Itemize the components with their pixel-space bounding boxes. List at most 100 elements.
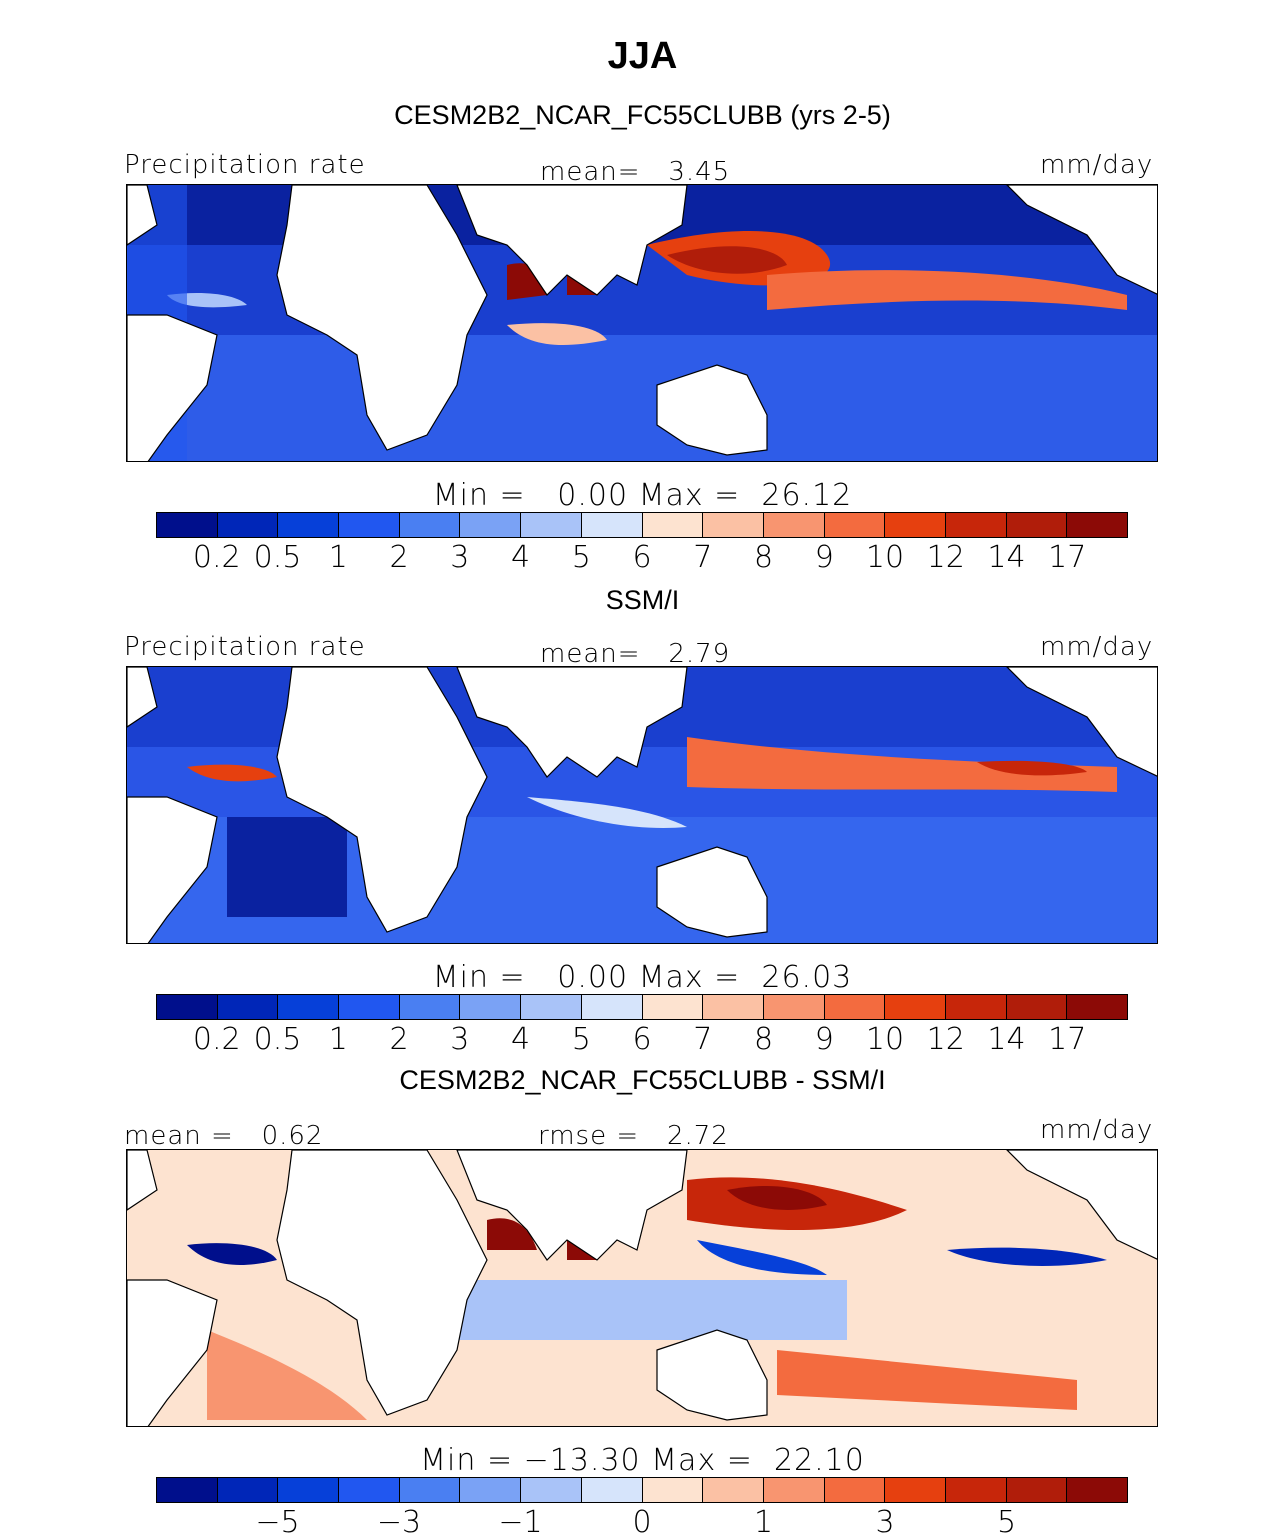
colorbar-tick-label: 4 bbox=[510, 540, 531, 575]
panel-1-heading: CESM2B2_NCAR_FC55CLUBB (yrs 2-5) bbox=[394, 100, 891, 130]
colorbar-tick-label: 17 bbox=[1048, 1022, 1087, 1057]
panel-1-variable-label: Precipitation rate bbox=[124, 150, 366, 180]
colorbar-swatch bbox=[885, 1478, 946, 1502]
figure-title: JJA bbox=[607, 35, 678, 77]
colorbar-tick-label: 8 bbox=[753, 540, 774, 575]
land-asia bbox=[456, 185, 688, 296]
panel-2-minmax: Min = 0.00 Max = 26.03 bbox=[432, 960, 853, 995]
colorbar-tick-label: 1 bbox=[328, 540, 348, 575]
colorbar-swatch bbox=[460, 995, 522, 1019]
ocean-band bbox=[127, 335, 1157, 461]
panel-3-mean-label: mean = 0.62 bbox=[124, 1121, 324, 1151]
colorbar-tick-label: 9 bbox=[814, 1022, 834, 1057]
colorbar-swatch bbox=[399, 995, 461, 1019]
colorbar-tick-label: 1 bbox=[753, 1505, 774, 1540]
panel-2-map-svg bbox=[127, 667, 1157, 943]
colorbar-tick-label: 14 bbox=[987, 1022, 1026, 1057]
colorbar-swatch bbox=[824, 1478, 886, 1502]
colorbar-tick-label: 2 bbox=[389, 540, 409, 575]
panel-2-variable-label: Precipitation rate bbox=[124, 632, 366, 662]
colorbar-tick-label: −1 bbox=[498, 1505, 543, 1540]
land-americas bbox=[127, 185, 158, 246]
precip-band bbox=[187, 764, 277, 782]
panel-1-colorbar-ticks: 0.2 0.5 1 2 3 4 5 6 7 8 9 10 12 14 17 bbox=[156, 540, 1128, 575]
colorbar-swatch bbox=[945, 1478, 1007, 1502]
colorbar-tick-label: 0.5 bbox=[253, 1022, 302, 1057]
panel-1-map bbox=[126, 184, 1158, 462]
colorbar-tick-label: 14 bbox=[987, 540, 1026, 575]
panel-2-mean-label: mean= 2.79 bbox=[540, 639, 731, 669]
colorbar-swatch bbox=[278, 513, 340, 537]
land-americas bbox=[1006, 1150, 1157, 1260]
colorbar-tick-label: 17 bbox=[1048, 540, 1087, 575]
colorbar-swatch bbox=[1067, 1478, 1127, 1502]
colorbar-tick-label: 5 bbox=[996, 1505, 1017, 1540]
colorbar-swatch bbox=[1006, 513, 1068, 537]
colorbar-tick-label: −5 bbox=[255, 1505, 300, 1540]
colorbar-swatch bbox=[642, 1478, 704, 1502]
colorbar-swatch bbox=[581, 1478, 643, 1502]
diff-positive bbox=[487, 1218, 537, 1250]
panel-2-colorbar bbox=[156, 994, 1128, 1020]
colorbar-tick-label: −3 bbox=[376, 1505, 422, 1540]
colorbar-tick-label: 6 bbox=[632, 540, 652, 575]
colorbar-tick-label: 0 bbox=[632, 1505, 652, 1540]
colorbar-swatch bbox=[157, 995, 218, 1019]
colorbar-swatch bbox=[521, 995, 582, 1019]
colorbar-swatch bbox=[1006, 1478, 1068, 1502]
colorbar-swatch bbox=[703, 1478, 764, 1502]
colorbar-tick-label: 0.2 bbox=[192, 540, 241, 575]
colorbar-swatch bbox=[885, 995, 946, 1019]
colorbar-swatch bbox=[399, 513, 461, 537]
precip-band bbox=[687, 737, 1117, 792]
colorbar-swatch bbox=[581, 513, 643, 537]
ocean-dry-zone bbox=[227, 817, 347, 917]
colorbar-tick-label: 4 bbox=[510, 1022, 531, 1057]
colorbar-tick-label: 9 bbox=[814, 540, 834, 575]
diff-negative bbox=[427, 1280, 847, 1340]
land-asia bbox=[456, 1150, 688, 1261]
panel-3-units-label: mm/day bbox=[1040, 1115, 1154, 1145]
colorbar-swatch bbox=[1006, 995, 1068, 1019]
colorbar-swatch bbox=[581, 995, 643, 1019]
diff-positive bbox=[777, 1350, 1077, 1410]
colorbar-swatch bbox=[339, 513, 400, 537]
panel-3-rmse-label: rmse = 2.72 bbox=[538, 1121, 729, 1151]
precip-band bbox=[527, 797, 687, 828]
colorbar-swatch bbox=[339, 995, 400, 1019]
colorbar-tick-label: 0.5 bbox=[253, 540, 302, 575]
panel-2-map bbox=[126, 666, 1158, 944]
colorbar-swatch bbox=[157, 1478, 218, 1502]
colorbar-tick-label: 8 bbox=[753, 1022, 774, 1057]
colorbar-swatch bbox=[642, 995, 704, 1019]
colorbar-tick-label: 3 bbox=[450, 1022, 470, 1057]
panel-3-colorbar-ticks: −5 −3 −1 0 1 3 5 bbox=[156, 1505, 1128, 1540]
colorbar-swatch bbox=[521, 1478, 582, 1502]
colorbar-tick-label: 3 bbox=[875, 1505, 895, 1540]
colorbar-tick-label: 12 bbox=[926, 1022, 965, 1057]
colorbar-swatch bbox=[642, 513, 704, 537]
colorbar-swatch bbox=[703, 995, 764, 1019]
colorbar-swatch bbox=[824, 995, 886, 1019]
colorbar-swatch bbox=[460, 1478, 522, 1502]
land-australia bbox=[656, 364, 768, 456]
land-americas bbox=[127, 1279, 218, 1426]
colorbar-swatch bbox=[824, 513, 886, 537]
land-australia bbox=[656, 1329, 768, 1421]
colorbar-swatch bbox=[217, 995, 279, 1019]
land-americas bbox=[1006, 185, 1157, 295]
panel-2-colorbar-ticks: 0.2 0.5 1 2 3 4 5 6 7 8 9 10 12 14 17 bbox=[156, 1022, 1128, 1057]
colorbar-swatch bbox=[945, 995, 1007, 1019]
colorbar-swatch bbox=[157, 513, 218, 537]
colorbar-swatch bbox=[399, 1478, 461, 1502]
colorbar-swatch bbox=[339, 1478, 400, 1502]
land-americas bbox=[1006, 667, 1157, 777]
colorbar-tick-label: 5 bbox=[571, 540, 591, 575]
colorbar-swatch bbox=[1067, 513, 1127, 537]
panel-2-units-label: mm/day bbox=[1040, 632, 1154, 662]
panel-1-mean-label: mean= 3.45 bbox=[540, 157, 731, 187]
colorbar-swatch bbox=[217, 513, 279, 537]
colorbar-swatch bbox=[945, 513, 1007, 537]
colorbar-tick-label: 10 bbox=[865, 1022, 905, 1057]
land-africa bbox=[276, 1150, 488, 1416]
